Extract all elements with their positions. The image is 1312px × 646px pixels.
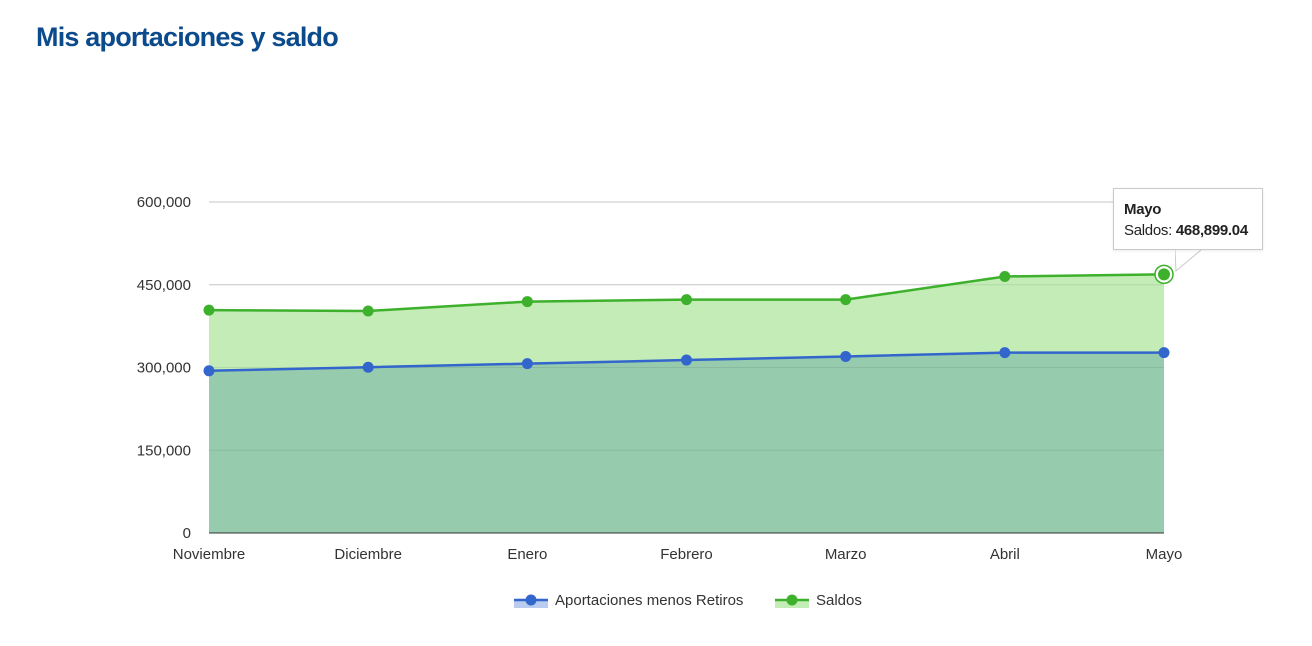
y-axis-ticks: 0 150,000 300,000 450,000 600,000 (137, 194, 191, 542)
legend-marker (525, 594, 537, 606)
legend-label: Aportaciones menos Retiros (555, 592, 743, 609)
x-tick-label: Enero (507, 546, 547, 563)
x-tick-label: Noviembre (173, 546, 246, 563)
y-tick-label: 0 (183, 525, 191, 542)
saldos-point[interactable] (362, 305, 374, 317)
page-title: Mis aportaciones y saldo (36, 22, 339, 52)
legend[interactable]: Aportaciones menos Retiros Saldos (514, 592, 862, 609)
saldos-point[interactable] (681, 294, 692, 306)
aportaciones-point[interactable] (362, 361, 374, 373)
saldos-point[interactable] (999, 270, 1011, 282)
x-tick-label: Abril (990, 546, 1020, 563)
aportaciones-point[interactable] (999, 347, 1011, 359)
tooltip-series-label: Saldos: (1124, 222, 1176, 239)
y-tick-label: 300,000 (137, 360, 191, 377)
saldos-point[interactable] (840, 294, 852, 306)
y-tick-label: 150,000 (137, 442, 191, 459)
x-tick-label: Diciembre (334, 546, 402, 563)
legend-label: Saldos (816, 592, 862, 609)
x-tick-label: Febrero (660, 546, 713, 563)
series-points[interactable] (203, 264, 1174, 377)
x-axis-ticks: Noviembre Diciembre Enero Febrero Marzo Abril… (173, 546, 1183, 563)
aportaciones-point[interactable] (1158, 347, 1170, 359)
y-tick-label: 450,000 (137, 277, 191, 294)
tooltip-arrow (1175, 249, 1201, 273)
y-tick-label: 600,000 (137, 194, 191, 211)
x-tick-label: Mayo (1146, 546, 1183, 563)
tooltip-category: Mayo (1124, 201, 1162, 218)
x-tick-label: Marzo (825, 546, 867, 563)
aportaciones-point[interactable] (840, 350, 852, 362)
tooltip: Mayo Saldos: 468,899.04 (1113, 188, 1263, 250)
tooltip-row: Saldos: 468,899.04 (1124, 220, 1262, 241)
saldos-point[interactable] (203, 304, 215, 316)
aportaciones-point[interactable] (203, 365, 215, 377)
aportaciones-point[interactable] (521, 358, 533, 370)
legend-marker (786, 594, 798, 606)
aportaciones-area (209, 352, 1164, 533)
aportaciones-point[interactable] (681, 354, 692, 366)
saldos-point[interactable] (521, 296, 533, 308)
saldos-point[interactable] (1158, 268, 1170, 281)
tooltip-value: 468,899.04 (1175, 222, 1248, 239)
legend-aportaciones[interactable]: Aportaciones menos Retiros (514, 592, 743, 609)
legend-saldos[interactable]: Saldos (775, 592, 862, 609)
